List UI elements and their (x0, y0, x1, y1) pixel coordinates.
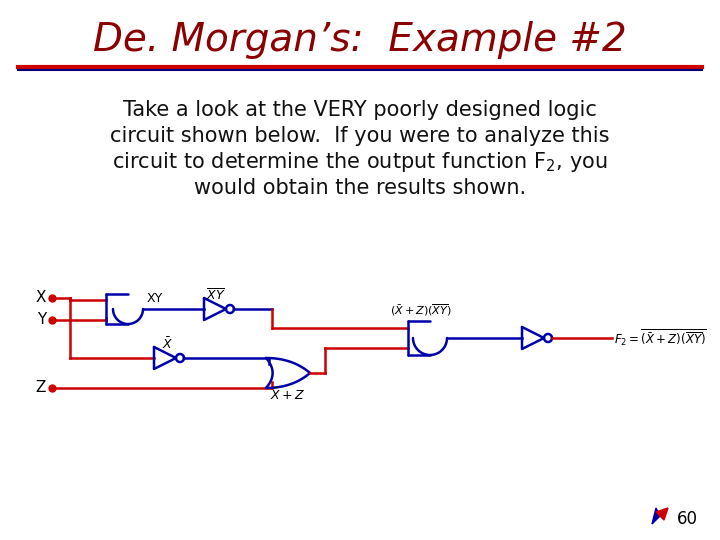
Polygon shape (652, 508, 660, 524)
Text: $(\bar{X}+Z)(\overline{XY})$: $(\bar{X}+Z)(\overline{XY})$ (390, 302, 451, 318)
Text: Y: Y (37, 313, 46, 327)
Text: Take a look at the VERY poorly designed logic: Take a look at the VERY poorly designed … (123, 100, 597, 120)
Text: X: X (35, 291, 46, 306)
Text: 60: 60 (677, 510, 698, 528)
Text: circuit shown below.  If you were to analyze this: circuit shown below. If you were to anal… (110, 126, 610, 146)
Text: circuit to determine the output function $\mathsf{F_2}$, you: circuit to determine the output function… (112, 150, 608, 174)
Polygon shape (656, 508, 668, 520)
Text: XY: XY (147, 292, 163, 305)
Text: $\bar{X}$: $\bar{X}$ (162, 336, 174, 352)
Text: $F_2=\overline{(\bar{X}+Z)(\overline{XY})}$: $F_2=\overline{(\bar{X}+Z)(\overline{XY}… (614, 328, 707, 348)
Text: $\bar{X}+Z$: $\bar{X}+Z$ (271, 387, 305, 403)
Text: De. Morgan’s:  Example #2: De. Morgan’s: Example #2 (93, 21, 627, 59)
Text: Z: Z (35, 381, 46, 395)
Text: $\overline{XY}$: $\overline{XY}$ (206, 288, 226, 303)
Text: would obtain the results shown.: would obtain the results shown. (194, 178, 526, 198)
